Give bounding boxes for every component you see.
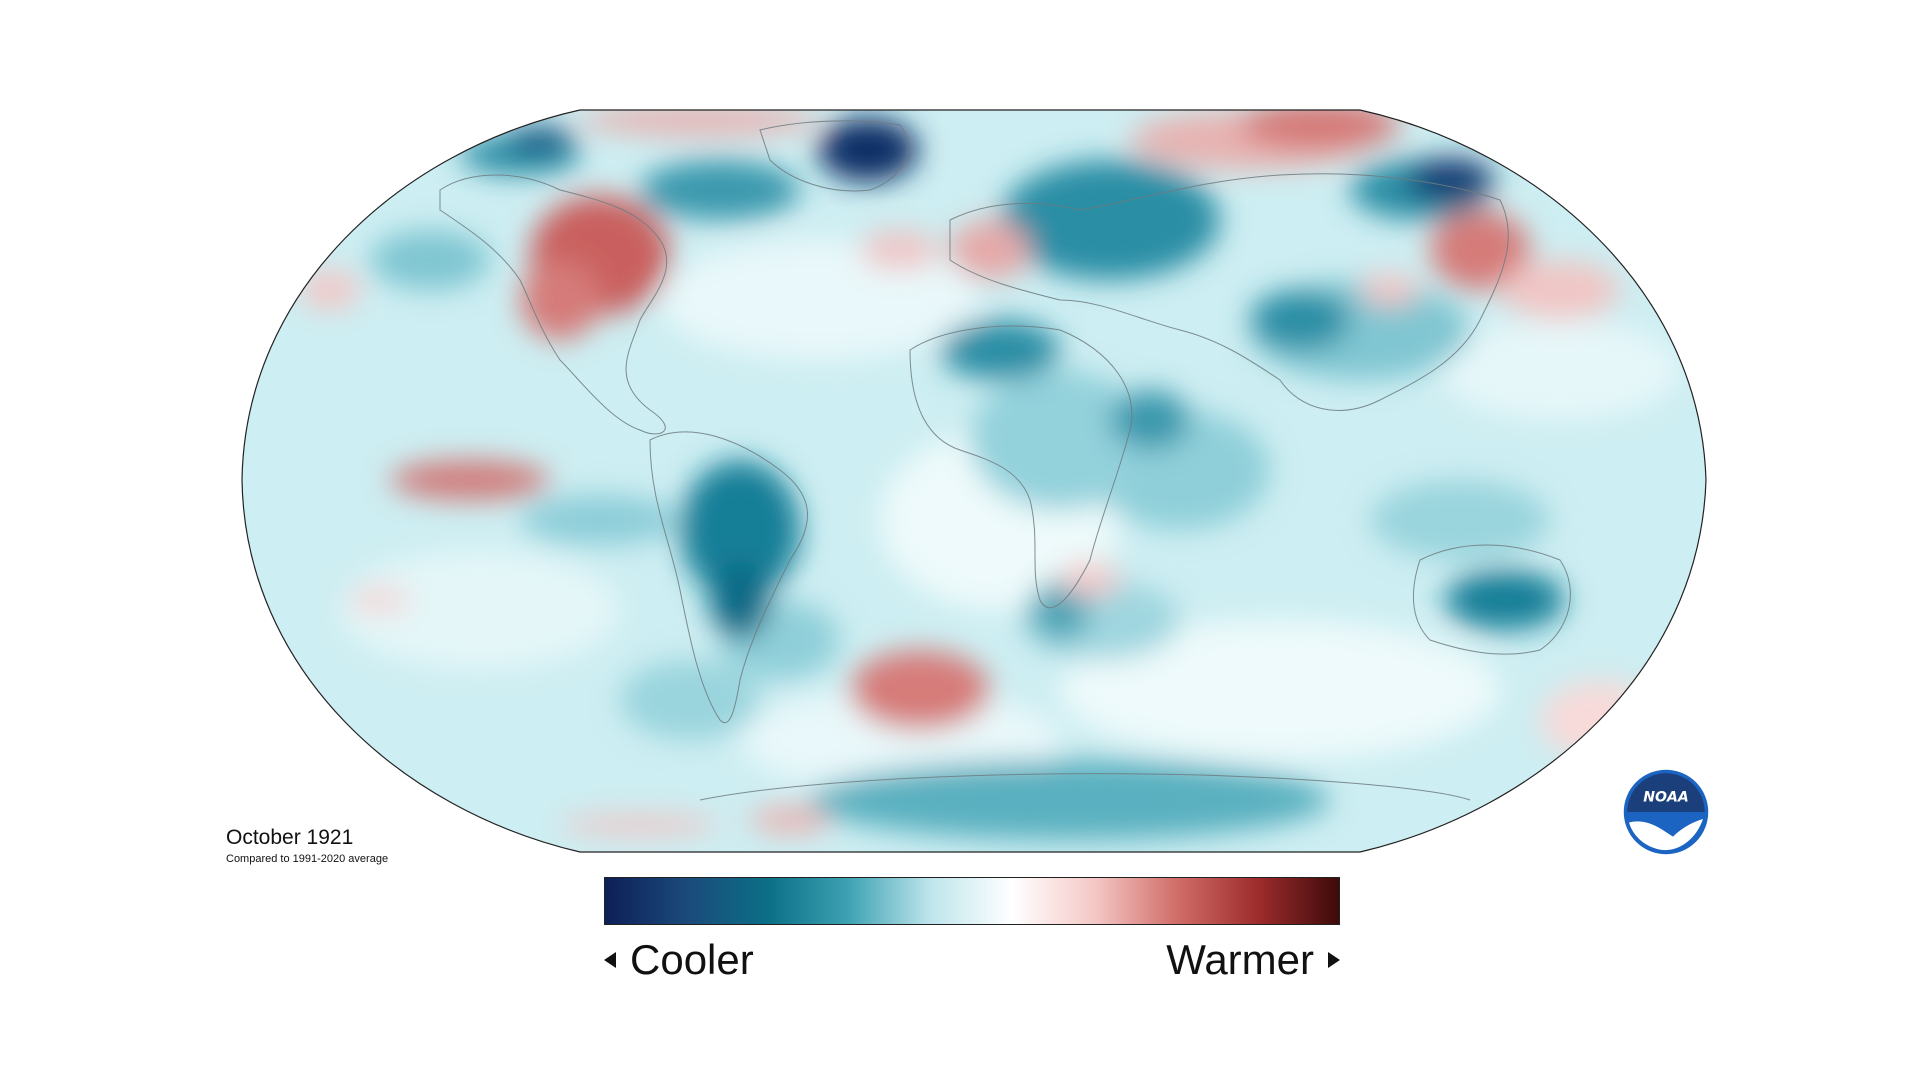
noaa-logo: NOAA <box>1623 769 1709 855</box>
caption-title: October 1921 <box>226 826 354 849</box>
anomaly-colorbar <box>604 877 1340 925</box>
arrow-right-icon <box>1328 952 1340 968</box>
legend-warmer: Warmer <box>1166 936 1340 984</box>
arrow-left-icon <box>604 952 616 968</box>
map-caption: October 1921 Compared to 1991-2020 avera… <box>226 826 388 866</box>
caption-subtitle: Compared to 1991-2020 average <box>226 853 389 865</box>
anomaly-field <box>242 110 1706 852</box>
legend-warmer-label: Warmer <box>1166 936 1314 983</box>
legend-cooler: Cooler <box>604 936 754 984</box>
coastline-outlines <box>439 120 1571 801</box>
legend-cooler-label: Cooler <box>630 936 754 983</box>
noaa-logo-text: NOAA <box>1643 789 1689 805</box>
